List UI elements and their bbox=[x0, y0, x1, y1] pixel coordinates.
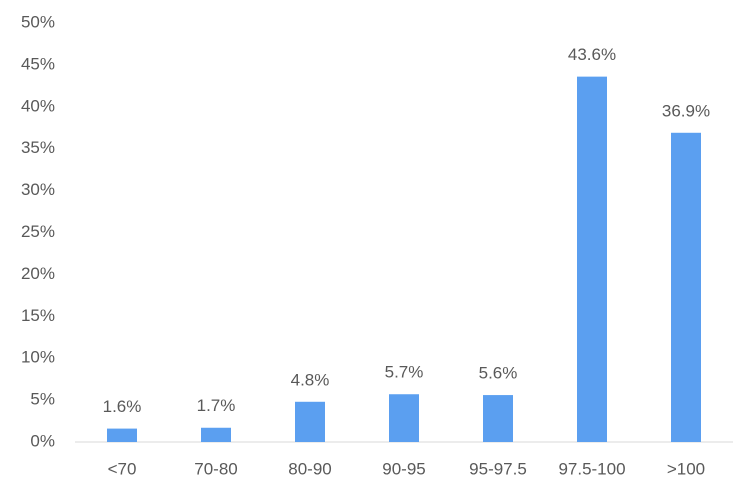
data-label: 1.6% bbox=[103, 397, 142, 416]
data-label: 4.8% bbox=[291, 370, 330, 389]
y-tick-label: 15% bbox=[21, 306, 55, 325]
bar bbox=[295, 401, 325, 442]
y-tick-label: 50% bbox=[21, 12, 55, 31]
y-tick-label: 45% bbox=[21, 54, 55, 73]
bar bbox=[201, 427, 231, 442]
bar bbox=[577, 76, 607, 442]
y-tick-label: 10% bbox=[21, 348, 55, 367]
bar bbox=[671, 132, 701, 442]
x-tick-label: 90-95 bbox=[382, 459, 425, 478]
x-tick-label: 97.5-100 bbox=[558, 459, 625, 478]
x-tick-label: <70 bbox=[108, 459, 137, 478]
y-tick-label: 25% bbox=[21, 222, 55, 241]
y-tick-label: 5% bbox=[30, 390, 55, 409]
y-tick-label: 40% bbox=[21, 96, 55, 115]
y-tick-label: 30% bbox=[21, 180, 55, 199]
data-label: 1.7% bbox=[197, 396, 236, 415]
y-tick-label: 20% bbox=[21, 264, 55, 283]
data-label: 36.9% bbox=[662, 101, 710, 120]
data-label: 5.7% bbox=[385, 363, 424, 382]
bar bbox=[483, 395, 513, 442]
y-tick-label: 35% bbox=[21, 138, 55, 157]
data-label: 43.6% bbox=[568, 45, 616, 64]
x-tick-label: 95-97.5 bbox=[469, 459, 527, 478]
x-tick-label: 70-80 bbox=[194, 459, 237, 478]
bar bbox=[389, 394, 419, 442]
data-label: 5.6% bbox=[479, 364, 518, 383]
x-tick-label: 80-90 bbox=[288, 459, 331, 478]
bar bbox=[107, 428, 137, 442]
y-tick-label: 0% bbox=[30, 431, 55, 450]
x-tick-label: >100 bbox=[667, 459, 705, 478]
